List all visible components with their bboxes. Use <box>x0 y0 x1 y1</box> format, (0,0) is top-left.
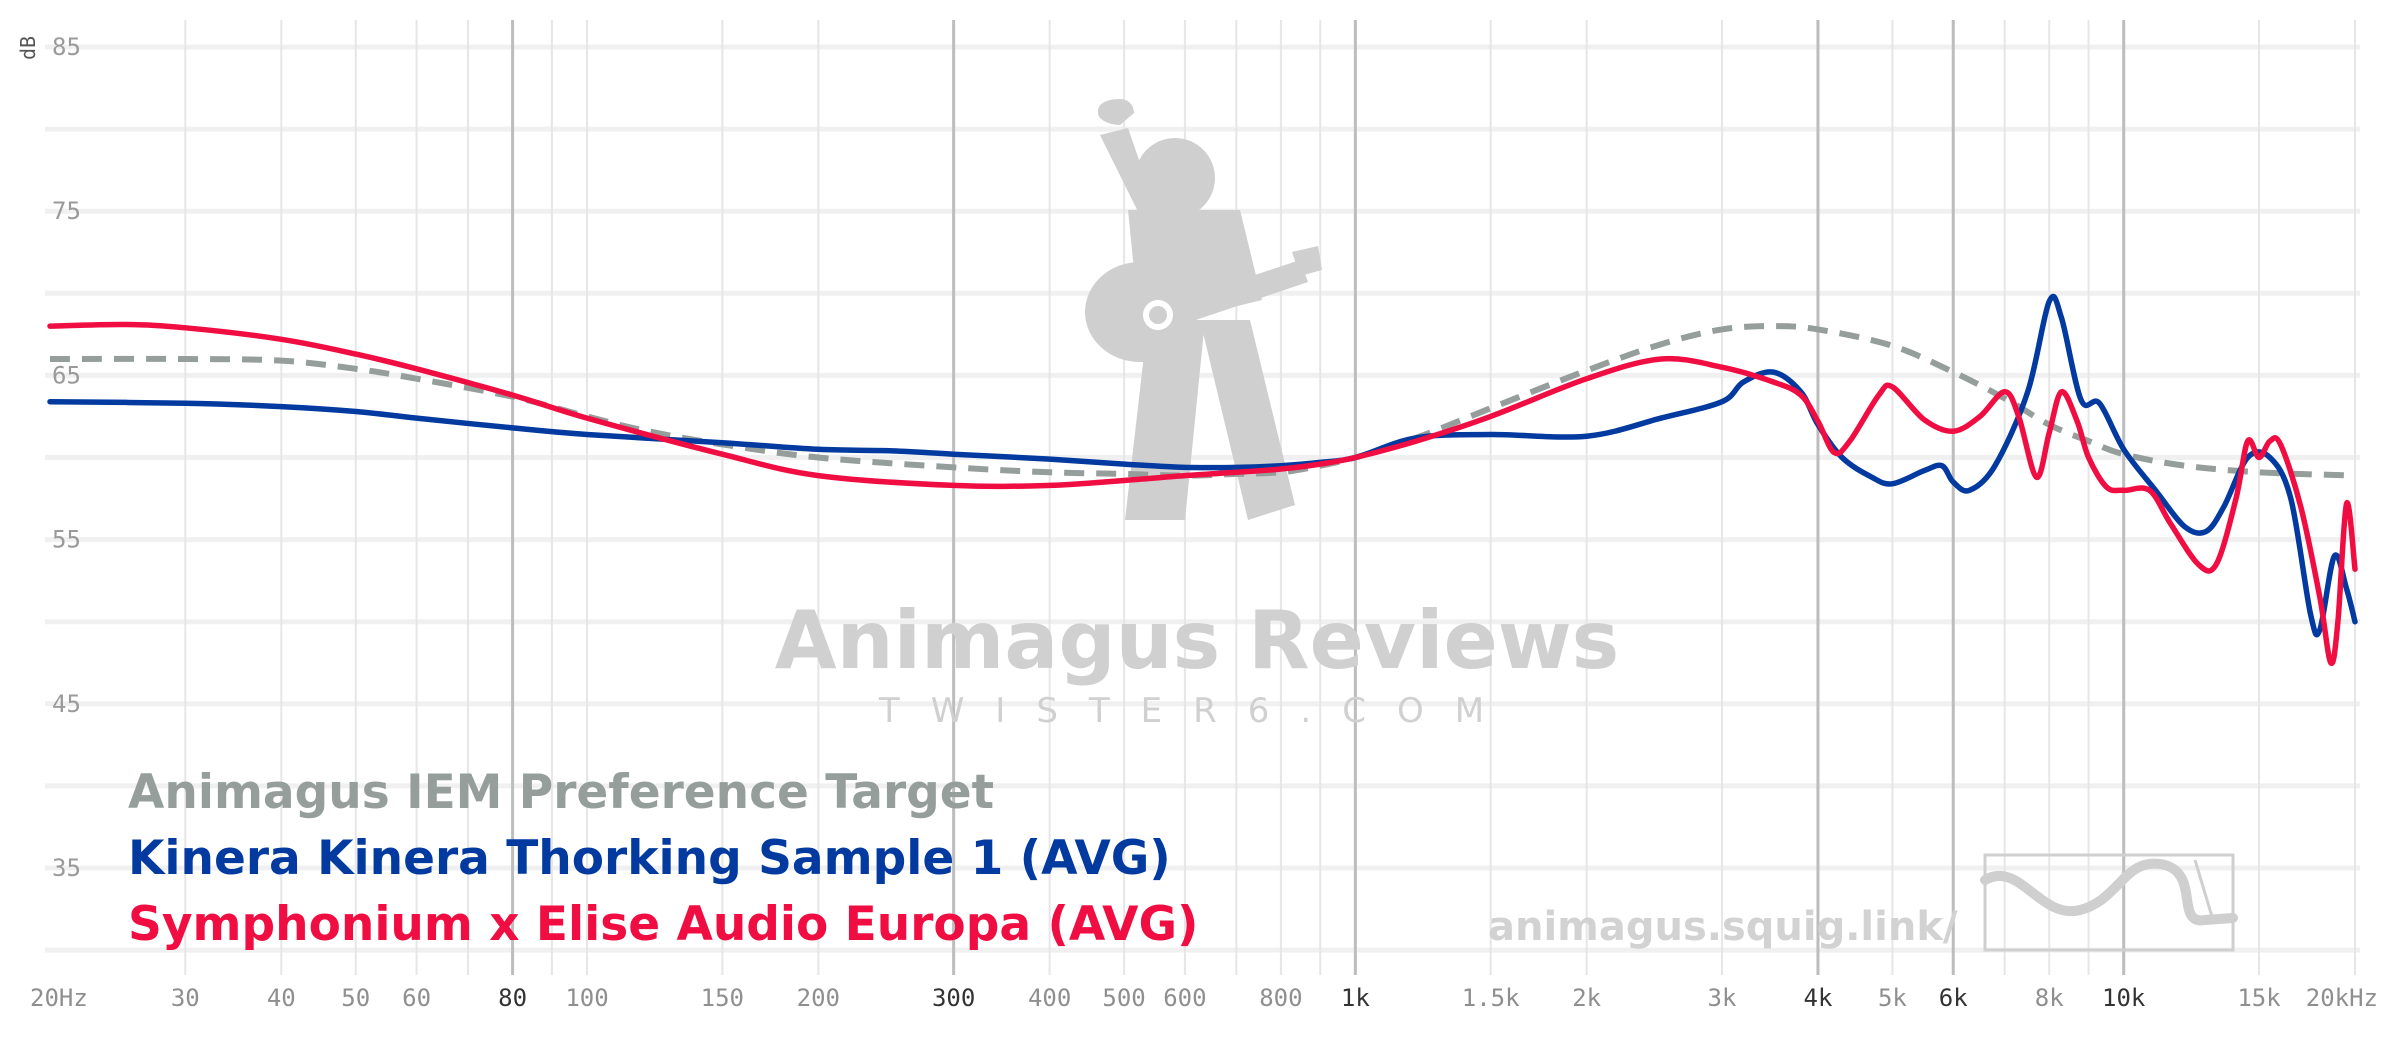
x-tick-label: 50 <box>341 984 370 1012</box>
x-tick-label: 20Hz <box>30 984 88 1012</box>
legend-entry: Kinera Kinera Thorking Sample 1 (AVG) <box>128 831 1171 886</box>
x-tick-label: 8k <box>2035 984 2064 1012</box>
x-tick-label: 15k <box>2237 984 2281 1012</box>
x-tick-label: 4k <box>1804 984 1833 1012</box>
x-tick-label: 80 <box>498 984 527 1012</box>
x-tick-label: 400 <box>1028 984 1071 1012</box>
y-tick-label: 35 <box>52 854 81 882</box>
x-tick-label: 300 <box>932 984 975 1012</box>
x-tick-label: 150 <box>701 984 744 1012</box>
x-tick-label: 1k <box>1341 984 1370 1012</box>
x-tick-label: 60 <box>402 984 431 1012</box>
x-tick-label: 20kHz <box>2306 984 2378 1012</box>
y-tick-label: 55 <box>52 526 81 554</box>
x-tick-label: 3k <box>1708 984 1737 1012</box>
watermark-title: Animagus Reviews <box>775 594 1620 687</box>
x-tick-label: 500 <box>1102 984 1145 1012</box>
horizontal-gridlines <box>45 44 2360 953</box>
y-axis-unit-label: dB <box>16 36 40 60</box>
y-tick-label: 85 <box>52 33 81 61</box>
y-tick-label: 45 <box>52 690 81 718</box>
x-tick-label: 1.5k <box>1462 984 1520 1012</box>
x-tick-label: 30 <box>171 984 200 1012</box>
vertical-gridlines <box>184 20 2356 975</box>
squiglink-badge-icon <box>1980 853 2238 952</box>
x-tick-label: 200 <box>797 984 840 1012</box>
target-curve-line <box>49 323 2356 479</box>
y-tick-label: 65 <box>52 361 81 389</box>
legend-entry: Animagus IEM Preference Target <box>128 765 994 820</box>
y-axis-tick-labels: 85 75 65 55 45 35 <box>52 33 81 882</box>
legend: Animagus IEM Preference Target Kinera Kin… <box>128 765 1199 952</box>
x-tick-label: 40 <box>267 984 296 1012</box>
kinera-thorking-curve-line <box>47 293 2358 638</box>
europa-curve-line <box>47 321 2358 667</box>
x-tick-label: 2k <box>1572 984 1601 1012</box>
watermark-subtitle: TWISTER6.COM <box>878 691 1515 731</box>
watermark-url: animagus.squig.link/ <box>1488 904 1958 950</box>
guitar-soundhole-ring-icon <box>1149 306 1167 324</box>
x-tick-label: 100 <box>565 984 608 1012</box>
legend-entry: Symphonium x Elise Audio Europa (AVG) <box>128 897 1199 952</box>
x-tick-label: 800 <box>1259 984 1302 1012</box>
series-layer <box>47 293 2358 667</box>
x-tick-label: 6k <box>1939 984 1968 1012</box>
y-tick-label: 75 <box>52 197 81 225</box>
x-tick-label: 10k <box>2102 984 2146 1012</box>
x-tick-label: 600 <box>1163 984 1206 1012</box>
x-axis-tick-labels: 20Hz 30 40 50 60 80 100 150 200 300 400 500 600 800 1k… <box>30 984 2378 1012</box>
x-tick-label: 5k <box>1878 984 1907 1012</box>
